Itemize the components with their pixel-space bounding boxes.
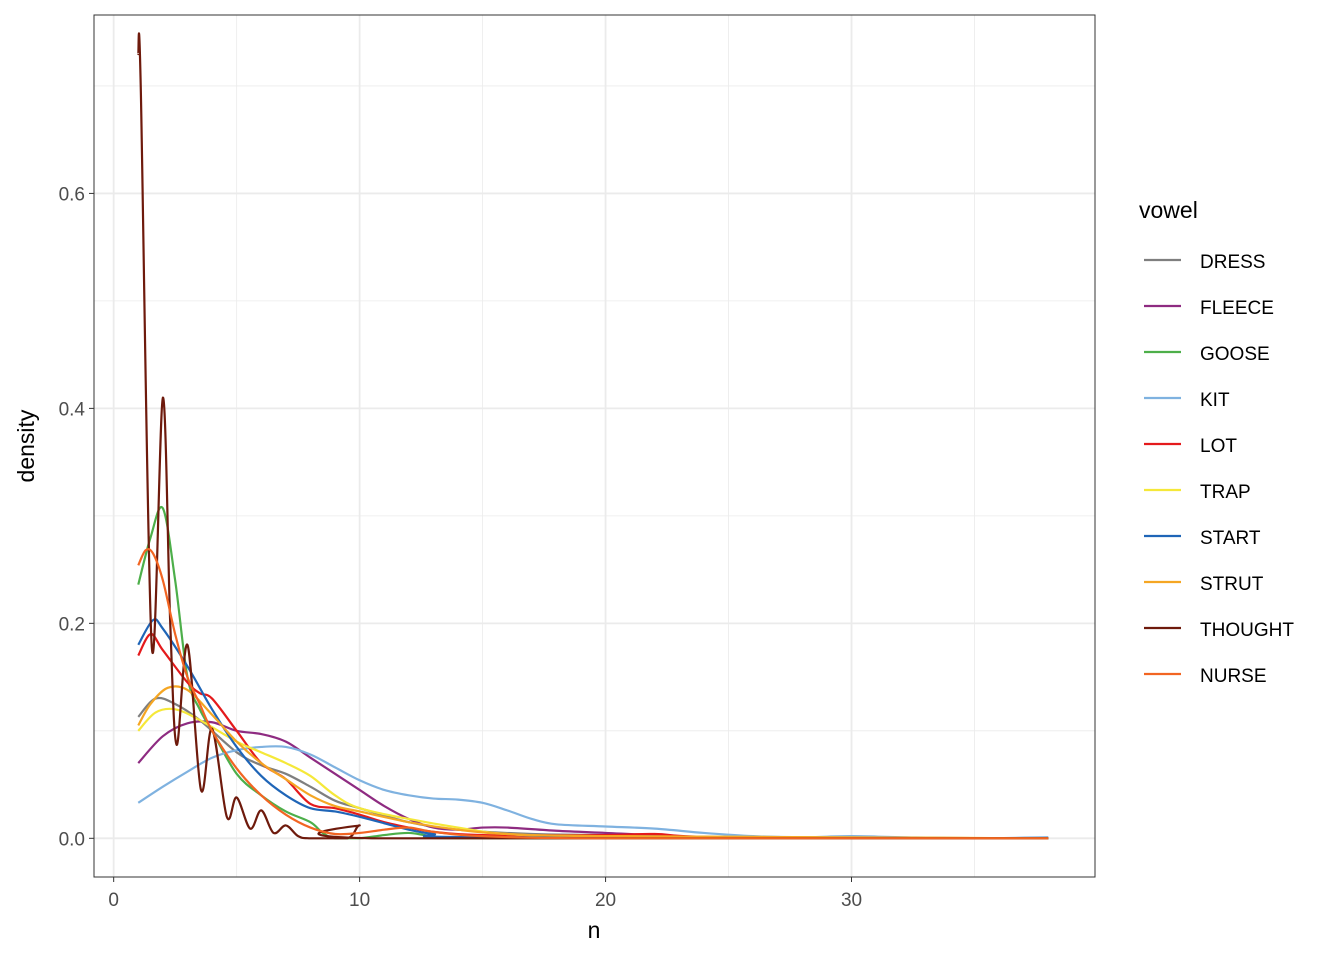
- legend-label: DRESS: [1200, 252, 1265, 273]
- series-line-thought: [137, 32, 1049, 840]
- series-line-start: [137, 618, 1049, 840]
- x-tick-label: 20: [595, 890, 616, 911]
- x-axis-label: n: [588, 917, 601, 943]
- legend-label: STRUT: [1200, 574, 1264, 595]
- legend-title: vowel: [1139, 197, 1198, 223]
- series-line-nurse: [137, 548, 1049, 840]
- series-lines: [137, 32, 1049, 840]
- legend-label: LOT: [1200, 436, 1237, 457]
- grid: [94, 15, 1095, 877]
- legend-label: TRAP: [1200, 482, 1251, 503]
- series-line-strut: [137, 685, 1049, 840]
- panel-border: [93, 14, 1096, 878]
- x-tick-label: 0: [108, 890, 119, 911]
- legend-label: THOUGHT: [1200, 620, 1294, 641]
- legend: vowel DRESS FLEECE GOOSE KIT LOT TRAP START STR…: [1139, 197, 1294, 687]
- x-tick-label: 10: [349, 890, 370, 911]
- axes: 0 10 20 30 0.0 0.2 0.4 0.6: [59, 184, 863, 911]
- legend-label: GOOSE: [1200, 344, 1270, 365]
- legend-label: KIT: [1200, 390, 1230, 411]
- y-tick-label: 0.6: [59, 184, 85, 205]
- legend-label: START: [1200, 528, 1261, 549]
- y-tick-label: 0.2: [59, 614, 85, 635]
- y-tick-label: 0.0: [59, 829, 85, 850]
- y-axis-label: density: [13, 409, 39, 482]
- legend-label: NURSE: [1200, 666, 1267, 687]
- x-tick-label: 30: [841, 890, 862, 911]
- y-tick-label: 0.4: [59, 399, 86, 420]
- legend-label: FLEECE: [1200, 298, 1274, 319]
